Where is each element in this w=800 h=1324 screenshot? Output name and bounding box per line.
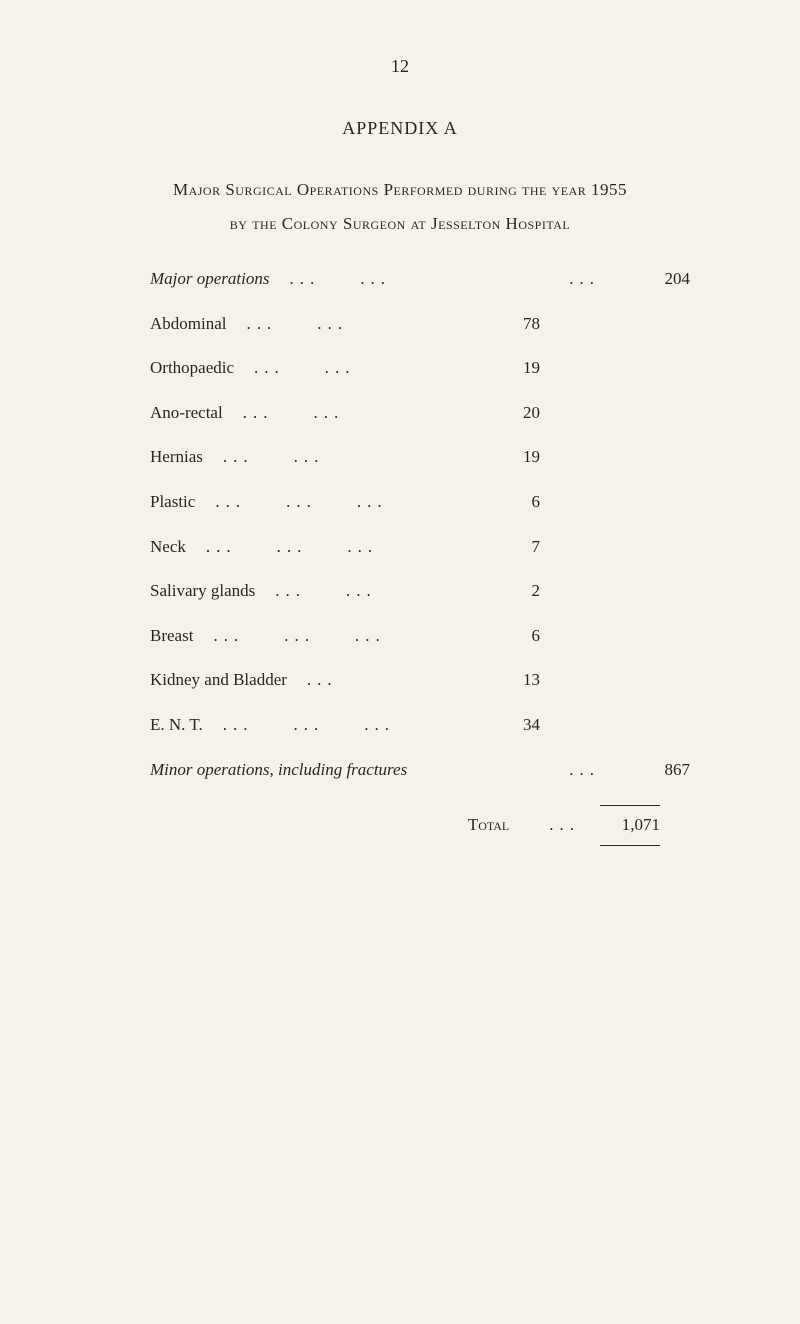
dots: ... [255,576,326,607]
dots: ... [269,264,340,295]
main-title-line2: by the Colony Surgeon at Jesselton Hospi… [80,209,720,240]
item-value: 13 [500,665,550,696]
item-label: Abdominal [150,309,227,340]
item-label: Ano-rectal [150,398,223,429]
minor-ops-value: 867 [620,755,690,786]
item-row: Orthopaedic ... ... 19 [150,353,690,384]
item-label: Breast [150,621,193,652]
dots: ... [529,810,600,841]
page-number: 12 [80,50,720,82]
main-title-line1: Major Surgical Operations Performed duri… [80,175,720,206]
item-row: Salivary glands ... ... 2 [150,576,690,607]
item-row: Plastic ... ... ... 6 [150,487,690,518]
item-row: Breast ... ... ... 6 [150,621,690,652]
operations-content: Major operations ... ... ... 204 Abdomin… [150,264,690,846]
item-row: E. N. T. ... ... ... 34 [150,710,690,741]
dots: ... [234,353,305,384]
item-value: 78 [500,309,550,340]
dots: ... [297,309,368,340]
item-label: Orthopaedic [150,353,234,384]
total-section: Total ... 1,071 [150,805,690,846]
dots: ... [340,264,411,295]
item-value: 19 [500,353,550,384]
item-value: 6 [500,621,550,652]
item-row: Neck ... ... ... 7 [150,532,690,563]
item-value: 7 [500,532,550,563]
dots: ... [195,487,266,518]
item-value: 19 [500,442,550,473]
dots: ... [549,264,620,295]
dots: ... [203,710,274,741]
total-row: Total ... 1,071 [150,805,660,846]
dots: ... [273,710,344,741]
major-operations-row: Major operations ... ... ... 204 [150,264,690,295]
major-ops-label: Major operations [150,264,269,295]
dots: ... [257,532,328,563]
item-label: Neck [150,532,186,563]
dots: ... [293,398,364,429]
item-label: Plastic [150,487,195,518]
item-label: Salivary glands [150,576,255,607]
dots: ... [203,442,274,473]
dots: ... [344,710,415,741]
item-label: Hernias [150,442,203,473]
minor-operations-row: Minor operations, including fractures ..… [150,755,690,786]
dots: ... [335,621,406,652]
item-row: Ano-rectal ... ... 20 [150,398,690,429]
dots: ... [227,309,298,340]
minor-ops-label: Minor operations, including fractures [150,755,407,786]
item-value: 2 [500,576,550,607]
item-value: 6 [500,487,550,518]
dots: ... [326,576,397,607]
major-ops-value: 204 [620,264,690,295]
dots: ... [337,487,408,518]
item-row: Hernias ... ... 19 [150,442,690,473]
dots: ... [266,487,337,518]
item-label: Kidney and Bladder [150,665,287,696]
item-row: Kidney and Bladder ... 13 [150,665,690,696]
total-label: Total [468,810,509,841]
dots: ... [274,442,345,473]
item-row: Abdominal ... ... 78 [150,309,690,340]
appendix-title: APPENDIX A [80,112,720,144]
dots: ... [193,621,264,652]
dots: ... [327,532,398,563]
item-value: 34 [500,710,550,741]
item-label: E. N. T. [150,710,203,741]
dots: ... [287,665,358,696]
dots: ... [186,532,257,563]
dots: ... [305,353,376,384]
dots: ... [549,755,620,786]
dots: ... [264,621,335,652]
item-value: 20 [500,398,550,429]
total-value: 1,071 [600,805,660,846]
dots: ... [223,398,294,429]
